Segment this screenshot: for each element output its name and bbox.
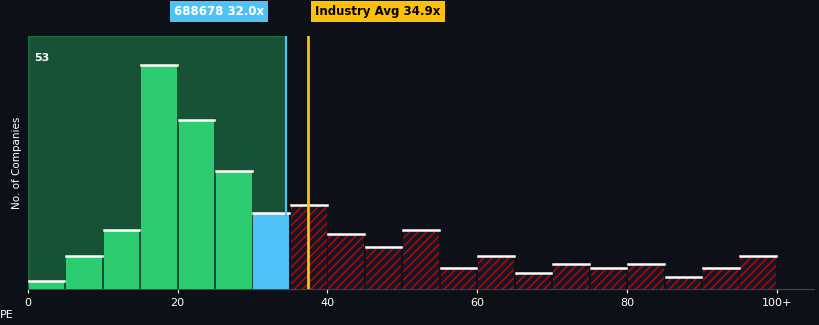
Bar [515, 272, 550, 290]
Bar [477, 255, 514, 290]
Bar [365, 247, 401, 290]
Bar [590, 268, 626, 290]
Bar [291, 205, 326, 290]
Bar [665, 277, 700, 290]
Bar [29, 281, 64, 290]
Bar [477, 255, 514, 290]
Text: Industry Avg 34.9x: Industry Avg 34.9x [315, 5, 441, 18]
Text: 688678 32.0x: 688678 32.0x [174, 5, 264, 18]
Bar [553, 264, 588, 290]
Bar [627, 264, 663, 290]
Bar [328, 234, 364, 290]
Bar [740, 255, 775, 290]
Bar [441, 268, 476, 290]
Bar [403, 230, 438, 290]
Bar [291, 205, 326, 290]
Y-axis label: No. of Companies: No. of Companies [12, 116, 22, 209]
Bar [141, 65, 176, 290]
Bar [103, 230, 139, 290]
Bar [590, 268, 626, 290]
Bar [740, 255, 775, 290]
Bar [328, 234, 364, 290]
Bar [179, 120, 214, 290]
Bar [553, 264, 588, 290]
Bar [441, 268, 476, 290]
Bar [702, 268, 738, 290]
Bar [702, 268, 738, 290]
Bar [215, 171, 251, 290]
Bar [28, 35, 286, 290]
Bar [515, 272, 550, 290]
Bar [66, 255, 102, 290]
Text: PE: PE [0, 310, 14, 320]
Bar [627, 264, 663, 290]
Text: 53: 53 [34, 53, 49, 63]
Bar [665, 277, 700, 290]
Bar [253, 213, 289, 290]
Bar [403, 230, 438, 290]
Bar [365, 247, 401, 290]
